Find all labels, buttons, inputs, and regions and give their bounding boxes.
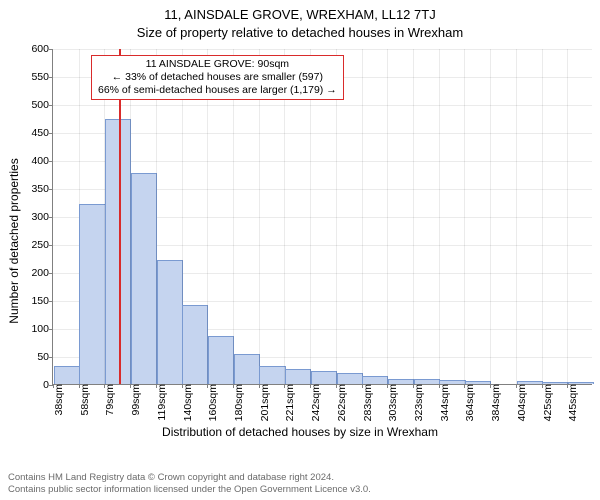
histogram-bar <box>362 376 388 384</box>
x-tick-label: 344sqm <box>437 384 451 421</box>
info-box-line-1: 11 AINSDALE GROVE: 90sqm <box>98 58 337 71</box>
x-tick-mark <box>79 384 80 388</box>
y-tick-mark <box>49 329 53 330</box>
footer-attribution: Contains HM Land Registry data © Crown c… <box>8 472 592 496</box>
y-tick-mark <box>49 133 53 134</box>
x-tick-label: 99sqm <box>128 384 142 416</box>
x-tick-label: 58sqm <box>77 384 91 416</box>
histogram-bar <box>208 336 234 385</box>
histogram-bar <box>182 305 208 384</box>
gridline-v <box>516 49 517 384</box>
x-tick-mark <box>104 384 105 388</box>
gridline-v <box>464 49 465 384</box>
x-tick-mark <box>53 384 54 388</box>
x-tick-label: 160sqm <box>205 384 219 421</box>
x-tick-mark <box>284 384 285 388</box>
histogram-bar <box>54 366 80 384</box>
gridline-v <box>490 49 491 384</box>
histogram-bar <box>157 260 183 384</box>
histogram-bar <box>285 369 311 384</box>
chart-title-block: 11, AINSDALE GROVE, WREXHAM, LL12 7TJ Si… <box>0 0 600 41</box>
footer-line-1: Contains HM Land Registry data © Crown c… <box>8 472 592 484</box>
x-tick-label: 38sqm <box>51 384 65 416</box>
title-line-2: Size of property relative to detached ho… <box>0 24 600 42</box>
histogram-bar <box>234 354 260 384</box>
x-tick-label: 201sqm <box>257 384 271 421</box>
x-tick-mark <box>336 384 337 388</box>
y-tick-mark <box>49 77 53 78</box>
x-tick-mark <box>233 384 234 388</box>
x-tick-label: 79sqm <box>102 384 116 416</box>
y-tick-mark <box>49 273 53 274</box>
x-tick-mark <box>182 384 183 388</box>
x-tick-label: 262sqm <box>334 384 348 421</box>
footer-line-2: Contains public sector information licen… <box>8 484 592 496</box>
gridline-v <box>387 49 388 384</box>
histogram-bar <box>259 366 285 384</box>
gridline-v <box>362 49 363 384</box>
x-tick-mark <box>156 384 157 388</box>
x-tick-mark <box>542 384 543 388</box>
y-tick-mark <box>49 245 53 246</box>
x-tick-mark <box>310 384 311 388</box>
x-tick-label: 323sqm <box>411 384 425 421</box>
x-tick-mark <box>516 384 517 388</box>
x-tick-label: 404sqm <box>514 384 528 421</box>
x-tick-label: 364sqm <box>462 384 476 421</box>
x-tick-label: 425sqm <box>540 384 554 421</box>
x-tick-label: 384sqm <box>488 384 502 421</box>
info-box-line-2: ← 33% of detached houses are smaller (59… <box>98 71 337 84</box>
histogram-bar <box>337 373 363 384</box>
x-tick-mark <box>387 384 388 388</box>
x-axis-label: Distribution of detached houses by size … <box>162 425 438 439</box>
x-tick-label: 242sqm <box>308 384 322 421</box>
gridline-h <box>53 133 592 134</box>
x-tick-label: 283sqm <box>360 384 374 421</box>
y-tick-mark <box>49 189 53 190</box>
property-info-box: 11 AINSDALE GROVE: 90sqm← 33% of detache… <box>91 55 344 100</box>
x-tick-mark <box>130 384 131 388</box>
x-tick-label: 140sqm <box>180 384 194 421</box>
gridline-h <box>53 161 592 162</box>
x-tick-label: 180sqm <box>231 384 245 421</box>
x-tick-mark <box>439 384 440 388</box>
histogram-bar <box>311 371 337 384</box>
x-tick-mark <box>413 384 414 388</box>
gridline-v <box>439 49 440 384</box>
x-tick-label: 303sqm <box>385 384 399 421</box>
gridline-h <box>53 105 592 106</box>
info-box-line-3: 66% of semi-detached houses are larger (… <box>98 84 337 97</box>
gridline-h <box>53 49 592 50</box>
y-tick-mark <box>49 105 53 106</box>
y-tick-mark <box>49 301 53 302</box>
x-tick-mark <box>567 384 568 388</box>
histogram-bar <box>79 204 105 384</box>
y-tick-mark <box>49 217 53 218</box>
title-line-1: 11, AINSDALE GROVE, WREXHAM, LL12 7TJ <box>0 6 600 24</box>
plot-inner: 11 AINSDALE GROVE: 90sqm← 33% of detache… <box>53 49 592 384</box>
gridline-v <box>542 49 543 384</box>
gridline-v <box>413 49 414 384</box>
x-tick-label: 221sqm <box>282 384 296 421</box>
y-tick-mark <box>49 161 53 162</box>
x-tick-mark <box>464 384 465 388</box>
histogram-bar <box>131 173 157 384</box>
gridline-v <box>567 49 568 384</box>
y-tick-mark <box>49 357 53 358</box>
x-tick-label: 119sqm <box>154 384 168 421</box>
x-tick-mark <box>490 384 491 388</box>
chart: Number of detached properties 11 AINSDAL… <box>0 41 600 441</box>
x-tick-mark <box>259 384 260 388</box>
y-tick-mark <box>49 49 53 50</box>
x-tick-label: 445sqm <box>565 384 579 421</box>
x-tick-mark <box>207 384 208 388</box>
plot-area: 11 AINSDALE GROVE: 90sqm← 33% of detache… <box>52 49 592 385</box>
y-axis-label: Number of detached properties <box>7 158 21 323</box>
x-tick-mark <box>362 384 363 388</box>
